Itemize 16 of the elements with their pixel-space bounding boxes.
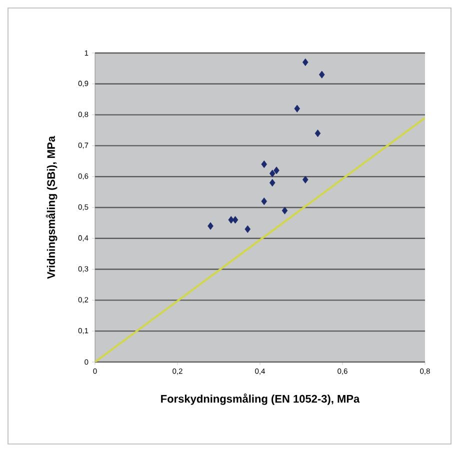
point: [208, 222, 214, 230]
point: [314, 130, 321, 138]
point: [318, 70, 325, 78]
y-axis-title: Vridningsmåling (SBi), MPa: [46, 136, 58, 279]
point: [282, 206, 288, 214]
point: [269, 170, 276, 178]
x-axis-title: Forskydningsmåling (EN 1052-3), MPa: [161, 394, 360, 405]
point: [232, 216, 238, 224]
point: [244, 225, 251, 233]
point: [269, 178, 276, 187]
point: [302, 176, 308, 184]
point: [274, 166, 280, 174]
point: [302, 58, 308, 66]
point: [261, 160, 268, 168]
point: [294, 104, 300, 112]
point: [261, 198, 268, 206]
